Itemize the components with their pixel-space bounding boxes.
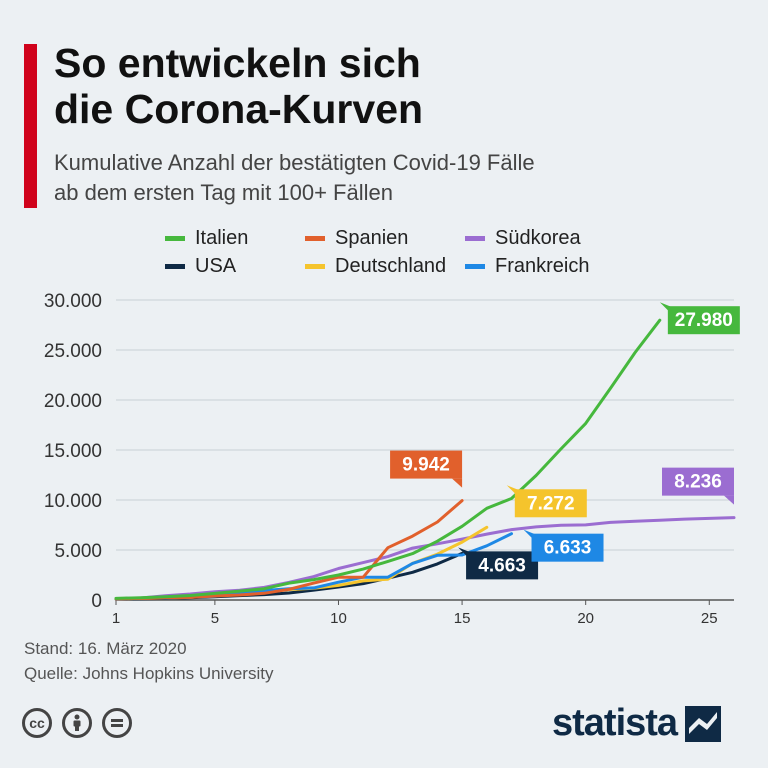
y-tick-label: 15.000	[44, 441, 102, 462]
legend-swatch	[305, 263, 325, 269]
chart-grid	[116, 299, 734, 601]
y-tick-label: 5.000	[54, 541, 102, 562]
legend-swatch	[165, 235, 185, 241]
license-icons: cc	[22, 708, 132, 738]
end-label-spanien: 9.942	[390, 450, 463, 488]
chart-series-lines	[114, 318, 736, 601]
stand-date: Stand: 16. März 2020	[24, 639, 187, 658]
label-box	[531, 533, 604, 562]
label-box	[514, 489, 587, 518]
y-axis-ticks: 0 5.000 10.000 15.000 20.000 25.000 30.000	[44, 291, 102, 612]
chart-title: So entwickeln sich die Corona-Kurven	[54, 40, 424, 132]
legend-item-spanien: Spanien	[305, 226, 465, 250]
label-box	[466, 551, 539, 580]
end-label-deutschland: 7.272	[506, 485, 587, 518]
chart-subtitle: Kumulative Anzahl der bestätigten Covid-…	[54, 150, 535, 205]
label-text: 9.942	[402, 455, 450, 476]
y-tick-label: 0	[91, 591, 102, 612]
legend-item-südkorea: Südkorea	[465, 226, 625, 250]
x-tick-label: 1	[112, 610, 120, 625]
legend-label: Italien	[195, 226, 249, 249]
legend-swatch	[305, 235, 325, 241]
label-pointer	[724, 495, 734, 505]
label-box	[667, 306, 740, 335]
x-tick-label: 25	[701, 610, 718, 625]
legend-item-deutschland: Deutschland	[305, 254, 465, 278]
y-tick-label: 30.000	[44, 291, 102, 312]
legend-label: Frankreich	[495, 254, 590, 277]
logo-text: statista	[552, 702, 678, 744]
label-text: 27.980	[675, 310, 733, 331]
legend-label: Südkorea	[495, 226, 581, 249]
series-line-frankreich	[114, 532, 513, 601]
equals-icon[interactable]	[102, 708, 132, 738]
label-text: 4.663	[478, 555, 526, 576]
legend-swatch	[465, 263, 485, 269]
legend-label: Deutschland	[335, 254, 447, 277]
statista-logo[interactable]: statista	[552, 702, 722, 745]
end-label-südkorea: 8.236	[662, 467, 734, 505]
statista-mark-icon	[685, 705, 722, 742]
x-tick-label: 15	[454, 610, 471, 625]
legend-swatch	[165, 263, 185, 269]
legend-item-usa: USA	[165, 254, 305, 278]
x-axis-ticks: 1 5 10 15 20 25	[112, 600, 718, 625]
accent-bar	[24, 44, 37, 208]
chart-end-labels: 27.980 9.942 8.236 4.663 7.272 6.633	[390, 302, 740, 580]
source-text: Quelle: Johns Hopkins University	[24, 664, 274, 683]
chart-legend: Italien Spanien Südkorea USA Deutschland Fran…	[165, 226, 645, 278]
x-tick-label: 5	[211, 610, 219, 625]
legend-item-italien: Italien	[165, 226, 305, 250]
label-pointer	[452, 478, 463, 488]
series-line-italien	[114, 318, 662, 600]
cc-icon[interactable]: cc	[22, 708, 52, 738]
legend-item-frankreich: Frankreich	[465, 254, 625, 278]
y-tick-label: 10.000	[44, 491, 102, 512]
y-tick-label: 20.000	[44, 391, 102, 412]
label-box	[662, 467, 734, 496]
legend-swatch	[465, 235, 485, 241]
y-tick-label: 25.000	[44, 341, 102, 362]
series-line-usa	[114, 551, 464, 601]
x-tick-label: 10	[330, 610, 347, 625]
label-text: 7.272	[527, 493, 575, 514]
person-icon[interactable]	[62, 708, 92, 738]
label-text: 8.236	[674, 472, 722, 493]
end-label-italien: 27.980	[659, 302, 740, 335]
end-label-frankreich: 6.633	[523, 529, 604, 562]
label-box	[390, 450, 463, 479]
legend-label: Spanien	[335, 226, 409, 249]
legend-label: USA	[195, 254, 237, 277]
label-text: 6.633	[544, 538, 592, 559]
end-label-usa: 4.663	[458, 547, 539, 580]
x-tick-label: 20	[577, 610, 594, 625]
footer: Stand: 16. März 2020 Quelle: Johns Hopki…	[24, 636, 273, 686]
